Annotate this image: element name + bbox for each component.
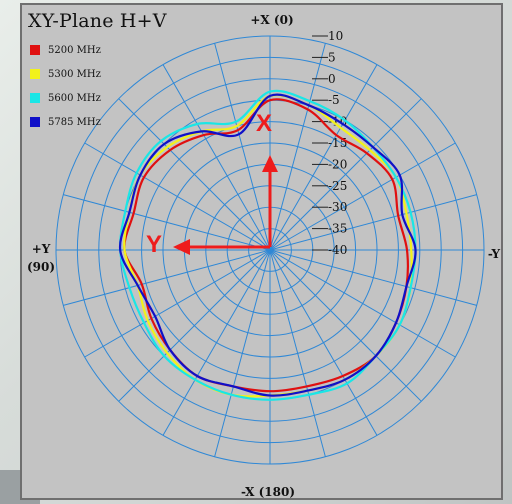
grid-spoke <box>84 142 271 251</box>
series-line <box>123 98 409 393</box>
coordinate-overlay: XY <box>146 110 278 258</box>
tick-label: 5 <box>328 50 336 64</box>
legend-label: 5600 MHz <box>48 92 101 104</box>
chart-frame <box>20 3 503 500</box>
grid-spoke <box>214 249 271 457</box>
grid-spoke <box>63 249 271 306</box>
polar-grid <box>55 35 485 465</box>
grid-spoke <box>214 43 271 251</box>
tick-label: 0 <box>328 72 336 86</box>
angle-label-left: +Y <box>32 242 51 256</box>
tick-label: -40 <box>328 243 347 257</box>
grid-spoke <box>269 43 326 251</box>
series-line <box>118 93 417 397</box>
grid-spoke <box>269 249 326 457</box>
legend-item: 5200 MHz <box>30 38 101 62</box>
grid-spoke <box>269 249 378 436</box>
grid-spoke <box>269 249 477 306</box>
grid-spoke <box>269 249 422 402</box>
legend-label: 5785 MHz <box>48 116 101 128</box>
series-line <box>119 89 417 401</box>
grid-spoke <box>269 64 378 251</box>
grid-spoke <box>118 98 271 251</box>
tick-label: -35 <box>328 222 347 236</box>
grid-spoke <box>118 249 271 402</box>
x-arrow-head <box>262 155 278 172</box>
tick-label: -15 <box>328 136 347 150</box>
legend-label: 5300 MHz <box>48 68 101 80</box>
legend: 5200 MHz 5300 MHz 5600 MHz 5785 MHz <box>30 38 101 134</box>
tick-label: 10 <box>328 29 343 43</box>
chart-title: XY-Plane H+V <box>28 10 167 32</box>
tick-label: -25 <box>328 179 347 193</box>
grid-spoke <box>63 194 271 251</box>
y-arrow-head <box>173 239 190 255</box>
grid-spoke <box>269 194 477 251</box>
legend-label: 5200 MHz <box>48 44 101 56</box>
legend-item: 5300 MHz <box>30 62 101 86</box>
legend-item: 5600 MHz <box>30 86 101 110</box>
x-axis-overlay-label: X <box>256 110 272 137</box>
angle-labels: +X (0) +Y (90) -Y -X (180) <box>27 13 501 499</box>
grid-spoke <box>269 98 422 251</box>
grid-spoke <box>269 142 456 251</box>
tick-label: -20 <box>328 157 347 171</box>
y-axis-overlay-label: Y <box>146 231 162 258</box>
legend-swatch <box>30 69 40 79</box>
angle-label-right: -Y <box>488 247 501 261</box>
tick-label: -30 <box>328 200 347 214</box>
angle-label-top: +X (0) <box>250 13 293 27</box>
grid-spoke <box>84 249 271 358</box>
series-lines <box>118 89 417 401</box>
tick-label: -5 <box>328 93 340 107</box>
angle-label-left-sub: (90) <box>27 260 55 274</box>
legend-swatch <box>30 45 40 55</box>
grid-spoke <box>269 249 456 358</box>
legend-swatch <box>30 93 40 103</box>
grid-spoke <box>162 64 271 251</box>
angle-label-bottom: -X (180) <box>241 485 295 499</box>
grid-spoke <box>162 249 271 436</box>
legend-swatch <box>30 117 40 127</box>
legend-item: 5785 MHz <box>30 110 101 134</box>
